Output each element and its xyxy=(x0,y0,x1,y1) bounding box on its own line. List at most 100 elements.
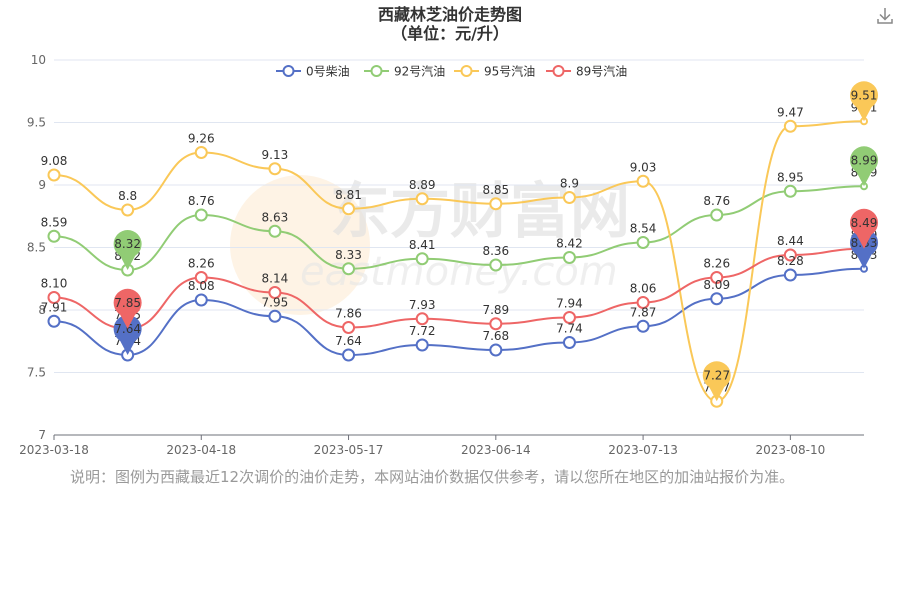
download-icon[interactable] xyxy=(876,6,894,26)
pin-head xyxy=(113,288,142,317)
data-label: 8.76 xyxy=(188,194,215,208)
data-point xyxy=(489,258,503,272)
data-point xyxy=(268,224,282,238)
legend[interactable]: 0号柴油 92号汽油 95号汽油 89号汽油 xyxy=(276,64,627,79)
x-tick-label: 2023-07-13 xyxy=(608,443,678,457)
data-label: 7.64 xyxy=(335,334,362,348)
pin-head xyxy=(702,361,731,390)
data-label: 7.94 xyxy=(556,297,583,311)
legend-label: 89号汽油 xyxy=(576,64,627,79)
data-point xyxy=(562,311,576,324)
pin-head xyxy=(850,81,878,110)
data-label: 9.26 xyxy=(188,132,215,146)
legend-label: 92号汽油 xyxy=(394,64,445,79)
chart-title: 西藏林芝油价走势图（单位：元/升） xyxy=(378,5,522,43)
x-tick-label: 2023-08-10 xyxy=(755,443,825,457)
value-pin: 8.99 xyxy=(850,146,878,187)
data-label: 8.85 xyxy=(482,183,509,197)
data-point xyxy=(415,312,429,326)
data-point xyxy=(342,321,356,334)
value-pins: 7.64 8.33 8.32 8.99 7.27 9.51 7.85 8.49 xyxy=(113,81,878,402)
data-label: 9.08 xyxy=(41,154,68,168)
data-point xyxy=(562,251,576,264)
data-point xyxy=(47,168,61,182)
pin-label: 8.49 xyxy=(851,216,878,230)
data-point xyxy=(636,174,650,188)
data-label: 8.54 xyxy=(630,222,657,236)
pin-label: 9.51 xyxy=(851,88,878,102)
y-tick-label: 10 xyxy=(31,53,46,67)
data-point xyxy=(342,262,356,276)
grid-lines: 77.588.599.510 xyxy=(27,53,864,442)
watermark-text: 东方财富网 xyxy=(330,177,630,247)
legend-item[interactable]: 95号汽油 xyxy=(454,64,535,79)
value-pin: 8.49 xyxy=(850,208,878,249)
legend-item[interactable]: 89号汽油 xyxy=(546,64,627,79)
chart-note: 说明：图例为西藏最近12次调价的油价走势，本网站油价数据仅供参考，请以您所在地区… xyxy=(70,468,795,486)
data-point xyxy=(342,348,356,362)
data-label: 9.13 xyxy=(262,148,289,162)
legend-marker xyxy=(552,65,565,77)
legend-item[interactable]: 92号汽油 xyxy=(364,64,445,79)
data-point xyxy=(489,317,503,331)
data-point xyxy=(121,203,135,217)
pin-label: 8.32 xyxy=(114,237,141,251)
data-label: 9.47 xyxy=(777,105,804,119)
data-point xyxy=(415,252,429,266)
value-pin: 7.64 xyxy=(113,315,142,355)
watermark-logo xyxy=(230,175,370,315)
data-point xyxy=(636,296,650,309)
pin-label: 7.85 xyxy=(114,296,141,310)
data-label: 8.81 xyxy=(335,188,362,202)
data-label: 8.33 xyxy=(335,248,362,262)
data-point xyxy=(415,338,429,352)
chart-title-line: 西藏林芝油价走势图 xyxy=(378,5,522,24)
data-label: 7.93 xyxy=(409,298,436,312)
data-point xyxy=(710,271,724,284)
data-point xyxy=(710,208,724,222)
legend-item[interactable]: 0号柴油 xyxy=(276,65,350,79)
data-label: 8.89 xyxy=(409,178,436,192)
pin-label: 7.27 xyxy=(703,368,730,382)
series-lines xyxy=(47,117,868,408)
data-label: 8.06 xyxy=(630,282,657,296)
data-point xyxy=(268,162,282,176)
value-pin: 7.27 xyxy=(702,361,731,402)
data-label: 8.9 xyxy=(560,177,579,191)
data-point xyxy=(783,119,797,133)
y-tick-label: 7 xyxy=(38,428,46,442)
pin-label: 7.64 xyxy=(114,322,141,336)
data-label: 8.44 xyxy=(777,234,804,248)
data-point xyxy=(47,229,61,243)
data-label: 8.59 xyxy=(41,215,68,229)
chart-title-line: （单位：元/升） xyxy=(391,24,509,43)
data-point xyxy=(710,292,724,306)
data-label: 8.95 xyxy=(777,170,804,184)
data-point xyxy=(268,286,282,299)
data-label: 8.42 xyxy=(556,237,583,251)
data-point xyxy=(194,293,208,307)
pin-head xyxy=(850,146,878,175)
data-point xyxy=(194,271,208,284)
x-tick-label: 2023-06-14 xyxy=(461,443,531,457)
data-point xyxy=(636,236,650,249)
data-label: 8.63 xyxy=(262,210,289,224)
value-pin: 9.51 xyxy=(850,81,878,122)
y-tick-label: 8 xyxy=(38,303,46,317)
data-label: 8.41 xyxy=(409,238,436,252)
legend-label: 95号汽油 xyxy=(484,64,535,79)
data-label: 8.8 xyxy=(118,189,137,203)
data-label: 8.08 xyxy=(188,279,215,293)
value-pin: 8.32 xyxy=(113,230,142,270)
pin-label: 8.99 xyxy=(851,153,878,167)
data-point xyxy=(342,202,356,216)
data-label: 8.10 xyxy=(41,277,68,291)
x-tick-label: 2023-03-18 xyxy=(19,443,89,457)
data-label: 7.89 xyxy=(482,303,509,317)
value-pin: 7.85 xyxy=(113,288,142,329)
data-label: 8.14 xyxy=(262,272,289,286)
data-point xyxy=(562,336,576,349)
axes: 2023-03-18 2023-04-18 2023-05-17 2023-06-14… xyxy=(19,434,864,457)
data-label: 7.74 xyxy=(556,322,583,336)
